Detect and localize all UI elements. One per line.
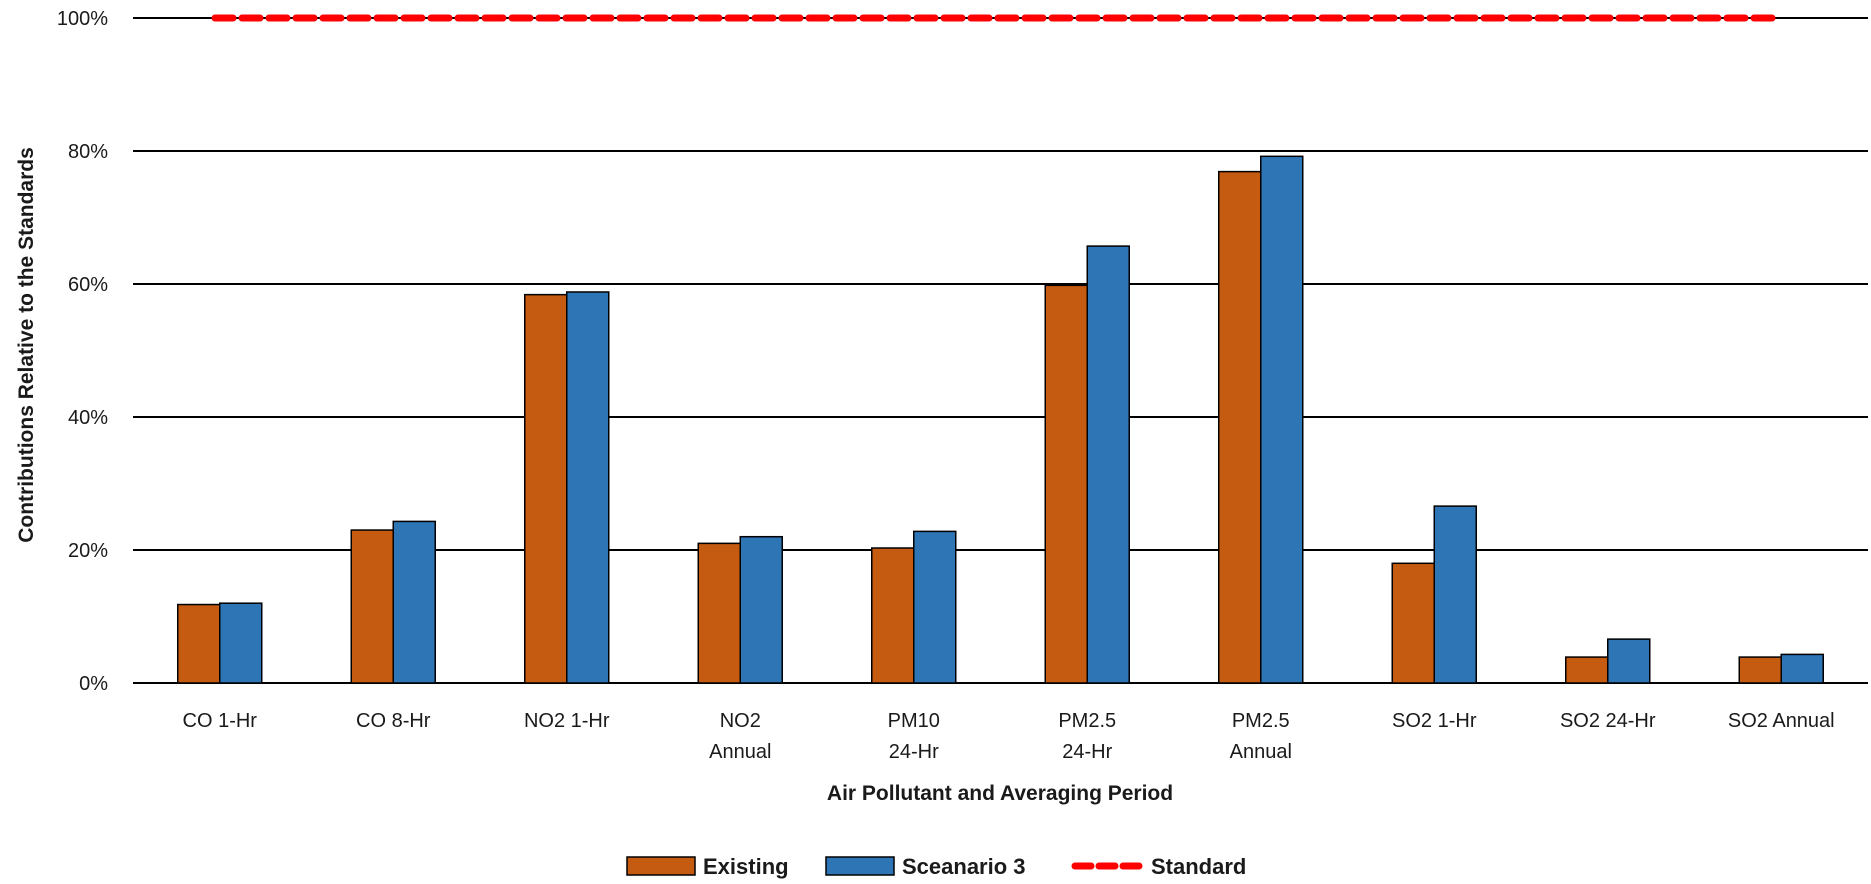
bar-scenario-4 bbox=[913, 530, 957, 684]
x-tick-label: PM2.5 bbox=[1058, 710, 1116, 732]
y-axis-ticks: 0% 20% 40% 60% 80% 100% bbox=[57, 8, 108, 695]
x-axis-title: Air Pollutant and Averaging Period bbox=[827, 782, 1173, 805]
x-tick-label: Annual bbox=[1230, 741, 1292, 763]
bar-scenario-0 bbox=[219, 602, 263, 684]
x-tick-label: PM10 bbox=[888, 710, 940, 732]
x-tick-label: NO2 bbox=[720, 710, 761, 732]
x-tick-label: NO2 1-Hr bbox=[524, 710, 610, 732]
legend-standard-label: Standard bbox=[1151, 854, 1246, 879]
bar-scenario-2 bbox=[566, 291, 610, 684]
x-tick-label: PM2.5 bbox=[1232, 710, 1290, 732]
bar-scenario-8 bbox=[1607, 638, 1651, 684]
bar-scenario-7 bbox=[1433, 505, 1477, 684]
bar-existing-2 bbox=[524, 293, 568, 684]
y-tick-label: 100% bbox=[57, 8, 108, 30]
bar-existing-4 bbox=[871, 547, 915, 684]
legend-existing-label: Existing bbox=[703, 854, 789, 879]
x-tick-label: Annual bbox=[709, 741, 771, 763]
x-tick-label: SO2 24-Hr bbox=[1560, 710, 1656, 732]
legend: Existing Sceanario 3 Standard bbox=[626, 854, 1246, 879]
bar-scenario-9 bbox=[1780, 653, 1824, 684]
bars bbox=[177, 155, 1824, 684]
y-tick-label: 80% bbox=[68, 141, 108, 163]
bar-existing-9 bbox=[1738, 656, 1782, 684]
bar-existing-6 bbox=[1218, 170, 1262, 684]
y-tick-label: 20% bbox=[68, 540, 108, 562]
bar-existing-1 bbox=[350, 529, 394, 684]
bar-scenario-5 bbox=[1086, 245, 1130, 684]
bar-existing-5 bbox=[1044, 284, 1088, 684]
y-tick-label: 40% bbox=[68, 407, 108, 429]
x-tick-label: SO2 Annual bbox=[1728, 710, 1835, 732]
y-tick-label: 0% bbox=[79, 673, 108, 695]
y-tick-label: 60% bbox=[68, 274, 108, 296]
bar-existing-0 bbox=[177, 603, 221, 684]
x-axis-ticks: CO 1-Hr CO 8-Hr NO2 1-Hr NO2 Annual PM10 24-Hr… bbox=[183, 710, 1835, 763]
legend-existing-swatch bbox=[626, 856, 696, 876]
bar-existing-3 bbox=[697, 542, 741, 684]
x-tick-label: 24-Hr bbox=[1062, 741, 1112, 763]
bar-scenario-3 bbox=[739, 535, 783, 684]
x-tick-label: CO 1-Hr bbox=[183, 710, 258, 732]
bar-scenario-6 bbox=[1260, 155, 1304, 684]
bar-existing-7 bbox=[1391, 562, 1435, 684]
legend-scenario-3-swatch bbox=[825, 856, 895, 876]
x-tick-label: 24-Hr bbox=[889, 741, 939, 763]
legend-scenario-3-label: Sceanario 3 bbox=[902, 854, 1026, 879]
x-tick-label: CO 8-Hr bbox=[356, 710, 431, 732]
x-tick-label: SO2 1-Hr bbox=[1392, 710, 1477, 732]
bar-scenario-1 bbox=[392, 520, 436, 684]
bar-existing-8 bbox=[1565, 656, 1609, 684]
y-axis-title: Contributions Relative to the Standards bbox=[15, 147, 38, 543]
